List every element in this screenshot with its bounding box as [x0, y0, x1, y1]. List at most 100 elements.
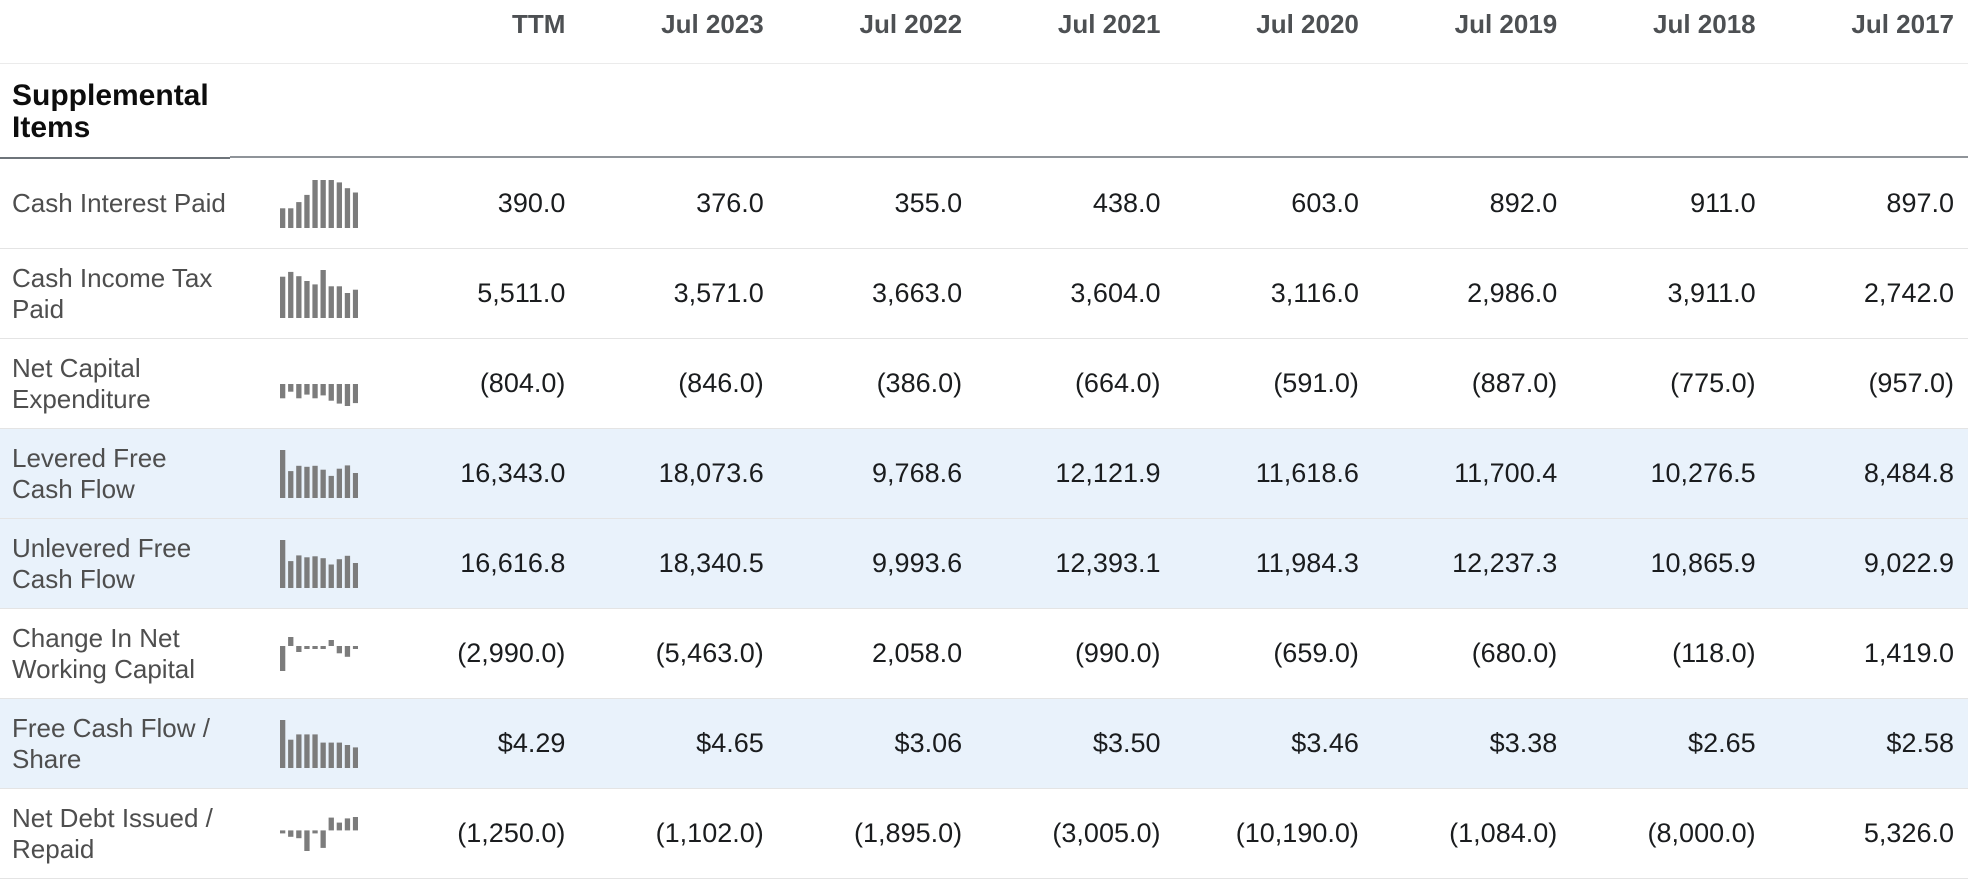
sparkline-chart[interactable] [230, 609, 367, 698]
column-header-jul-2020: Jul 2020 [1256, 9, 1359, 39]
cell-value: 9,768.6 [872, 458, 963, 488]
cell-value: 12,393.1 [1055, 548, 1161, 578]
sparkline-chart[interactable] [230, 519, 367, 608]
cell-value: $2.58 [1886, 728, 1954, 758]
cell-value: $3.38 [1489, 728, 1558, 758]
cell-value: 355.0 [894, 188, 963, 218]
cell-value: 911.0 [1690, 188, 1756, 218]
row-label: Unlevered Free Cash Flow [12, 532, 192, 594]
cell-value: 897.0 [1886, 188, 1954, 218]
sparkline-chart[interactable] [230, 249, 367, 338]
cell-value: (887.0) [1471, 368, 1558, 398]
row-label: Change In Net Working Capital [12, 622, 196, 684]
column-header-jul-2023: Jul 2023 [661, 9, 764, 39]
cell-value: 5,511.0 [477, 278, 566, 308]
cell-value: (1,250.0) [457, 818, 566, 848]
table-row: Net Debt Issued / Repaid (1,250.0) (1,102.… [0, 789, 1968, 879]
column-header-jul-2019: Jul 2019 [1454, 9, 1558, 39]
cell-value: (1,084.0) [1449, 818, 1558, 848]
cell-value: (591.0) [1273, 368, 1359, 398]
table-row: Cash Income Tax Paid 5,511.0 3,571.0 3,663.… [0, 249, 1968, 339]
cell-value: 376.0 [696, 188, 764, 218]
row-label: Levered Free Cash Flow [12, 442, 167, 504]
cell-value: 12,237.3 [1452, 548, 1558, 578]
cell-value: 18,073.6 [658, 458, 764, 488]
cell-value: (5,463.0) [655, 638, 764, 668]
cell-value: 603.0 [1291, 188, 1359, 218]
cell-value: 390.0 [497, 188, 566, 218]
cell-value: 2,742.0 [1863, 278, 1954, 308]
cell-value: (1,895.0) [854, 818, 963, 848]
sparkline-chart[interactable] [230, 159, 367, 248]
cell-value: (3,005.0) [1052, 818, 1161, 848]
cell-value: 9,993.6 [872, 548, 963, 578]
cell-value: (846.0) [678, 368, 764, 398]
table-row: Change In Net Working Capital (2,990.0) (5… [0, 609, 1968, 699]
cell-value: 16,616.8 [460, 548, 566, 578]
cell-value: 11,618.6 [1255, 458, 1359, 488]
table-row: Free Cash Flow / Share $4.29 $4.65 $3.06 $3.… [0, 699, 1968, 789]
cell-value: (775.0) [1670, 368, 1756, 398]
column-header-jul-2018: Jul 2018 [1652, 9, 1756, 39]
cell-value: 3,911.0 [1667, 278, 1756, 308]
cell-value: $3.46 [1291, 728, 1359, 758]
cell-value: (386.0) [876, 368, 963, 398]
cell-value: $4.65 [696, 728, 764, 758]
cell-value: 10,865.9 [1650, 548, 1756, 578]
cell-value: (659.0) [1273, 638, 1359, 668]
sparkline-chart[interactable] [230, 339, 367, 428]
row-label: Net Debt Issued / Repaid [12, 802, 213, 864]
cell-value: 18,340.5 [658, 548, 764, 578]
column-header-jul-2021: Jul 2021 [1057, 9, 1161, 39]
cell-value: 2,986.0 [1467, 278, 1558, 308]
cell-value: $3.06 [894, 728, 963, 758]
cell-value: $3.50 [1092, 728, 1161, 758]
section-title: Supplemental Items [12, 79, 209, 144]
cell-value: (8,000.0) [1647, 818, 1756, 848]
cell-value: (804.0) [479, 368, 566, 398]
cell-value: $2.65 [1688, 728, 1756, 758]
cell-value: 11,984.3 [1255, 548, 1359, 578]
sparkline-chart[interactable] [230, 789, 367, 878]
cell-value: 1,419.0 [1863, 638, 1954, 668]
cell-value: 11,700.4 [1454, 458, 1558, 488]
cell-value: (10,190.0) [1235, 818, 1359, 848]
cell-value: (1,102.0) [655, 818, 764, 848]
cell-value: 3,604.0 [1070, 278, 1161, 308]
cell-value: (2,990.0) [457, 638, 566, 668]
column-header-ttm: TTM [511, 9, 566, 39]
column-header-row: TTM Jul 2023 Jul 2022 Jul 2021 Jul 2020 Jul 2… [0, 0, 1968, 64]
row-label: Cash Income Tax Paid [12, 262, 213, 324]
table-row: Unlevered Free Cash Flow 16,616.8 18,340.5… [0, 519, 1968, 609]
cell-value: (957.0) [1868, 368, 1954, 398]
row-label: Cash Interest Paid [12, 188, 226, 218]
sparkline-chart[interactable] [230, 429, 367, 518]
cell-value: $4.29 [497, 728, 566, 758]
section-header-row: Supplemental Items [0, 64, 1968, 159]
cell-value: 5,326.0 [1863, 818, 1954, 848]
cell-value: 16,343.0 [460, 458, 566, 488]
cell-value: 8,484.8 [1863, 458, 1954, 488]
column-header-jul-2017: Jul 2017 [1851, 9, 1954, 39]
cell-value: 10,276.5 [1650, 458, 1756, 488]
cell-value: (680.0) [1471, 638, 1558, 668]
table-row: Levered Free Cash Flow 16,343.0 18,073.6 9,… [0, 429, 1968, 519]
cell-value: 3,663.0 [872, 278, 963, 308]
table-row: Cash Interest Paid 390.0 376.0 355.0 438.0 60… [0, 159, 1968, 249]
cell-value: 892.0 [1489, 188, 1558, 218]
cell-value: 3,116.0 [1270, 278, 1359, 308]
column-header-jul-2022: Jul 2022 [859, 9, 963, 39]
cell-value: 12,121.9 [1055, 458, 1161, 488]
cell-value: (118.0) [1672, 638, 1756, 668]
table-row: Net Capital Expenditure (804.0) (846.0) (38… [0, 339, 1968, 429]
cell-value: 3,571.0 [673, 278, 764, 308]
sparkline-chart[interactable] [230, 699, 367, 788]
cell-value: (990.0) [1074, 638, 1161, 668]
row-label: Free Cash Flow / Share [12, 712, 210, 774]
cell-value: 2,058.0 [872, 638, 963, 668]
cell-value: (664.0) [1074, 368, 1161, 398]
header-spacer [230, 0, 367, 63]
row-label: Net Capital Expenditure [12, 352, 151, 414]
table-body: Cash Interest Paid 390.0 376.0 355.0 438.0 60… [0, 159, 1968, 879]
